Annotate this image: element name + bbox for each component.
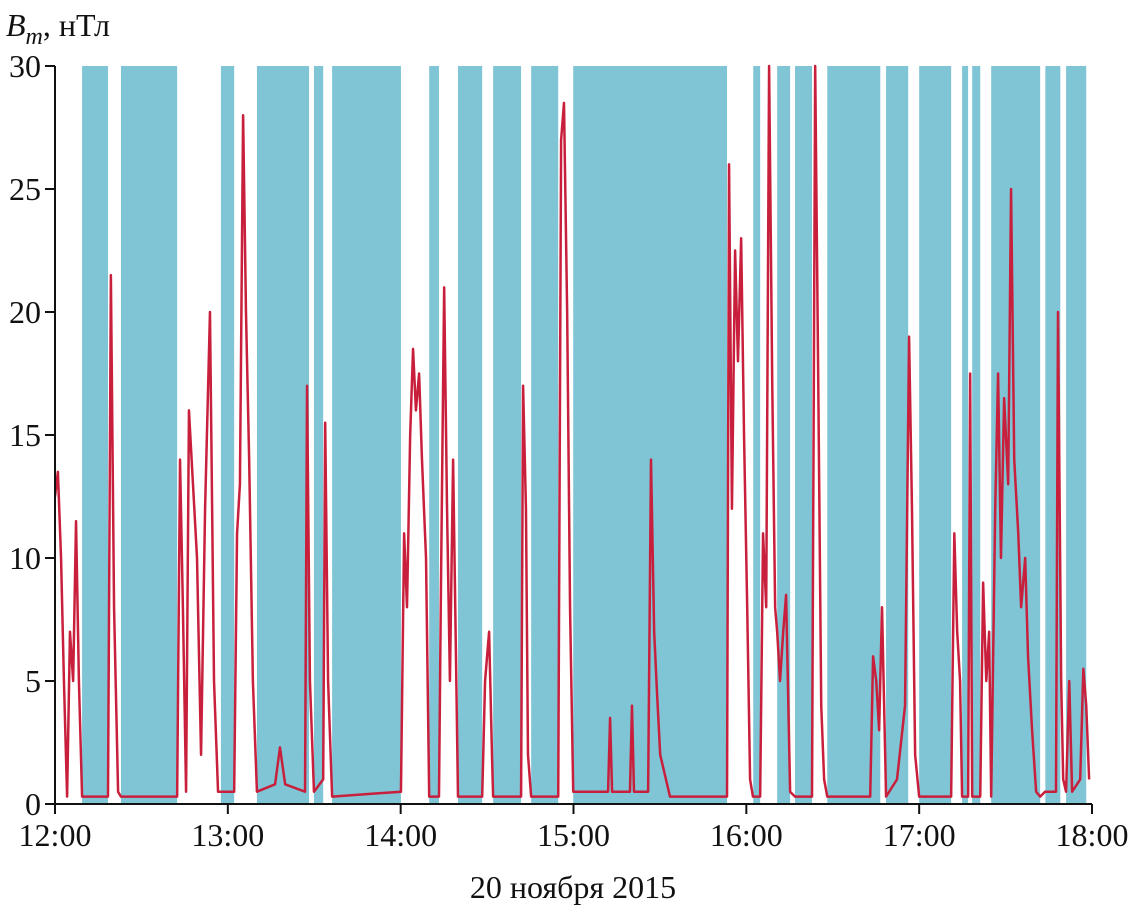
y-tick-label: 15 bbox=[9, 417, 41, 453]
band bbox=[457, 66, 483, 804]
x-axis-label: 20 ноября 2015 bbox=[470, 869, 676, 905]
band bbox=[220, 66, 235, 804]
y-tick-label: 20 bbox=[9, 294, 41, 330]
band bbox=[256, 66, 310, 804]
y-axis-label: Bm, нТл bbox=[6, 7, 110, 50]
axes: 0 5 10 15 20 25 30 12:00 13:00 14:00 15:00 16:00 17:… bbox=[9, 48, 1128, 853]
band bbox=[962, 66, 969, 804]
y-tick-label: 30 bbox=[9, 48, 41, 84]
y-label-unit: , нТл bbox=[43, 7, 110, 43]
y-tick-label: 0 bbox=[25, 786, 41, 822]
x-tick-label: 18:00 bbox=[1056, 817, 1129, 853]
series bbox=[55, 64, 1091, 798]
data-line bbox=[55, 64, 1091, 798]
band bbox=[313, 66, 324, 804]
x-tick-label: 17:00 bbox=[883, 817, 956, 853]
band bbox=[82, 66, 109, 804]
band bbox=[493, 66, 522, 804]
x-tick-label: 15:00 bbox=[537, 817, 610, 853]
band bbox=[531, 66, 559, 804]
x-tick-label: 14:00 bbox=[364, 817, 437, 853]
band bbox=[795, 66, 813, 804]
band bbox=[886, 66, 909, 804]
y-tick-label: 10 bbox=[9, 540, 41, 576]
band bbox=[1066, 66, 1087, 804]
y-tick-label: 5 bbox=[25, 663, 41, 699]
bands bbox=[82, 66, 1087, 804]
band bbox=[753, 66, 761, 804]
band bbox=[120, 66, 178, 804]
y-label-symbol: B bbox=[6, 7, 26, 43]
band bbox=[429, 66, 439, 804]
y-tick-label: 25 bbox=[9, 171, 41, 207]
band bbox=[972, 66, 981, 804]
x-tick-label: 12:00 bbox=[19, 817, 92, 853]
x-tick-label: 16:00 bbox=[710, 817, 783, 853]
x-tick-label: 13:00 bbox=[191, 817, 264, 853]
band bbox=[919, 66, 952, 804]
band bbox=[332, 66, 401, 804]
y-label-sub: m bbox=[26, 24, 43, 50]
